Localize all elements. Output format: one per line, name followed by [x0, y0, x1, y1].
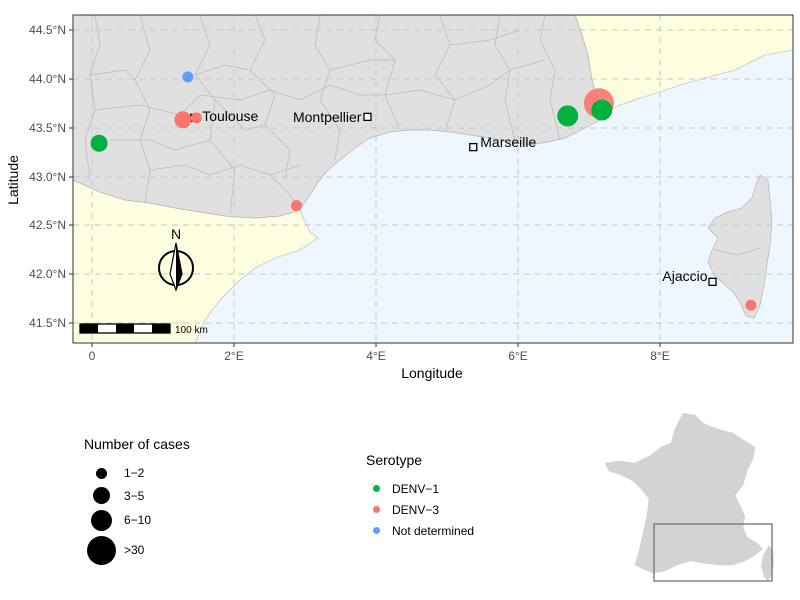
scale-bar: 100 km: [79, 323, 208, 336]
case-circle: [290, 200, 302, 212]
cities-layer: Toulouse Montpellier Marseille Ajaccio: [190, 108, 717, 286]
x-tick-label: 2°E: [224, 349, 243, 363]
inset-corsica-shape: [761, 545, 774, 581]
city-marker-montpellier: [363, 112, 372, 122]
city-marker-marseille: [469, 142, 478, 152]
scale-label: 100 km: [175, 325, 208, 336]
serotype-key-denv3: [366, 506, 386, 513]
north-arrow: N: [158, 226, 194, 292]
size-legend-title: Number of cases: [84, 436, 190, 452]
x-tick-label: 6°E: [508, 349, 527, 363]
case-circle: [557, 105, 579, 127]
size-legend-item: >30: [84, 533, 190, 567]
serotype-legend-item: Not determined: [366, 520, 474, 541]
serotype-legend-label: DENV−3: [392, 502, 440, 517]
inset-map-france: [604, 412, 774, 582]
size-key-over-30: [84, 535, 118, 565]
y-tick-label: 44.0°N: [29, 72, 66, 86]
corsica-landmass: [707, 174, 773, 319]
y-tick-label: 44.5°N: [29, 23, 66, 37]
serotype-legend: Serotype DENV−1 DENV−3 Not determined: [366, 452, 474, 541]
inset-france-shape: [604, 412, 764, 574]
city-label-montpellier: Montpellier: [293, 109, 362, 125]
serotype-key-undetermined: [366, 527, 386, 534]
x-tick-label: 4°E: [366, 349, 385, 363]
north-label: N: [171, 226, 181, 242]
serotype-legend-item: DENV−1: [366, 478, 474, 499]
cases-layer: [90, 71, 757, 311]
serotype-legend-item: DENV−3: [366, 499, 474, 520]
corsica-border: [714, 247, 761, 256]
case-circle: [182, 71, 194, 83]
size-legend-item: 6−10: [84, 507, 190, 533]
size-legend-label: 3−5: [124, 488, 145, 503]
y-tick-label: 42.5°N: [29, 218, 66, 232]
city-label-marseille: Marseille: [480, 134, 536, 150]
inset-extent-box: [653, 523, 773, 582]
size-legend-item: 1−2: [84, 462, 190, 484]
x-axis-title: Longitude: [401, 365, 463, 381]
serotype-legend-title: Serotype: [366, 452, 423, 468]
map-frame: [72, 14, 794, 344]
city-label-ajaccio: Ajaccio: [662, 268, 707, 284]
city-marker-ajaccio: [708, 277, 717, 286]
serotype-key-denv1: [366, 485, 386, 492]
y-axis-title: Latitude: [5, 155, 21, 205]
y-axis: 44.5°N 44.0°N 43.5°N 43.0°N 42.5°N 42.0°…: [29, 23, 73, 330]
y-tick-label: 43.0°N: [29, 170, 66, 184]
case-circle: [591, 99, 613, 121]
x-tick-label: 0: [89, 349, 96, 363]
case-circle: [745, 299, 757, 311]
main-map: Toulouse Montpellier Marseille Ajaccio N 10…: [5, 14, 794, 381]
size-legend-label: 6−10: [124, 513, 152, 527]
x-axis: 0 2°E 4°E 6°E 8°E: [89, 343, 670, 363]
case-circle: [174, 111, 192, 129]
size-legend-label: 1−2: [124, 466, 145, 480]
size-key-3-5: [84, 487, 118, 504]
graticule: [73, 15, 793, 343]
y-tick-label: 41.5°N: [29, 316, 66, 330]
case-circle: [190, 112, 202, 124]
size-key-1-2: [84, 467, 118, 479]
serotype-legend-label: Not determined: [392, 523, 475, 538]
size-legend-item: 3−5: [84, 484, 190, 507]
size-legend: Number of cases 1−2 3−5 6−10 >30: [84, 436, 190, 567]
serotype-legend-label: DENV−1: [392, 481, 440, 496]
city-label-toulouse: Toulouse: [202, 108, 258, 124]
y-tick-label: 42.0°N: [29, 267, 66, 281]
x-tick-label: 8°E: [650, 349, 669, 363]
size-key-6-10: [84, 509, 118, 531]
y-tick-label: 43.5°N: [29, 121, 66, 135]
case-circle: [90, 134, 108, 152]
size-legend-label: >30: [124, 543, 145, 557]
